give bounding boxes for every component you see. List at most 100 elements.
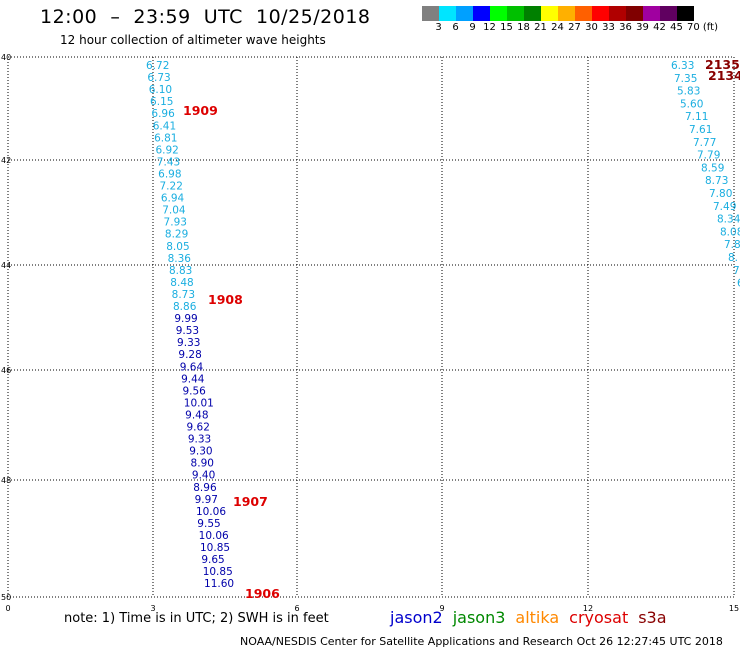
wave-height-value: 8.73 [705, 175, 728, 187]
legend-swatch [541, 6, 558, 21]
wave-height-value: 6.96 [151, 108, 175, 120]
wave-height-value: 7.79 [697, 150, 720, 162]
wave-height-value: 8.29 [165, 229, 188, 241]
wave-height-value: 9.44 [181, 373, 205, 385]
wave-height-value: 6.10 [149, 84, 172, 96]
longitude-label: 12 [583, 604, 593, 613]
legend-swatch [592, 6, 609, 21]
legend-swatch [524, 6, 541, 21]
legend-label: 39 [636, 22, 649, 33]
wave-height-value: 10.01 [184, 397, 214, 409]
wave-height-value: 7.43 [157, 156, 180, 168]
wave-height-value: 6.15 [150, 96, 173, 108]
latitude-label: 48 [1, 476, 11, 485]
wave-height-value: 9.55 [197, 518, 220, 530]
wave-height-value: 6.94 [161, 193, 185, 205]
latitude-label: 50 [1, 593, 11, 602]
legend-label: 12 [483, 22, 496, 33]
wave-height-value: 10.85 [203, 566, 233, 578]
wave-height-value: 8.08 [720, 226, 740, 238]
wave-height-value: 7.11 [685, 111, 708, 123]
wave-height-value: 7.80 [709, 188, 732, 200]
wave-height-value: 10.85 [200, 542, 230, 554]
wave-height-value: 9.62 [187, 422, 210, 434]
wave-height-value: 9.53 [176, 325, 199, 337]
satellite-track-1: 6.726.736.106.156.966.416.816.927.436.98… [146, 60, 234, 590]
latitude-label: 44 [1, 261, 11, 270]
satellite-legend-item: altika [515, 608, 560, 627]
legend-swatch [422, 6, 439, 21]
pass-time-label: 1909 [183, 103, 218, 118]
wave-height-value: 8.36 [168, 253, 192, 265]
map-title: 12:00 – 23:59 UTC 10/25/2018 [40, 6, 371, 28]
wave-height-value: 9.64 [180, 361, 204, 373]
wave-height-value: 8. [728, 252, 738, 264]
legend-swatch [558, 6, 575, 21]
legend-label: 9 [469, 22, 476, 33]
legend-label: 33 [602, 22, 615, 33]
longitude-label: 15 [729, 604, 739, 613]
wave-height-value: 8.90 [191, 458, 214, 470]
longitude-label: 3 [150, 604, 155, 613]
latitude-label: 46 [1, 366, 11, 375]
wave-height-value: 8.59 [701, 162, 724, 174]
satellite-track-2: 6.337.355.835.607.117.617.777.798.598.73… [671, 60, 740, 290]
legend-label: 45 [670, 22, 683, 33]
pass-time-label: 1906 [245, 586, 280, 601]
legend-swatch [575, 6, 592, 21]
axis-labels: 40 42 44 46 48 50 0 3 6 9 12 15 [1, 53, 739, 613]
pass-time-label: 1907 [233, 494, 268, 509]
pass-time-label: 2135 [705, 57, 740, 72]
legend-label: 21 [534, 22, 547, 33]
wave-height-value: 8.05 [166, 241, 189, 253]
wave-height-value: 8.48 [170, 277, 193, 289]
wave-height-value: 7.49 [713, 201, 736, 213]
wave-height-value: 7.04 [162, 205, 186, 217]
wave-height-value: 6.92 [155, 144, 178, 156]
wave-height-value: 7.8 [724, 239, 740, 251]
legend-label: 30 [585, 22, 598, 33]
wave-height-value: 9.97 [195, 494, 218, 506]
wave-height-value: 9.65 [201, 554, 224, 566]
wave-height-value: 9.33 [177, 337, 200, 349]
wave-height-value: 6.73 [147, 72, 170, 84]
legend-swatch [626, 6, 643, 21]
satellite-legend-item: jason3 [452, 608, 506, 627]
wave-height-value: 6.33 [671, 60, 694, 72]
wave-height-color-legend: 3 6 9 12 15 18 21 24 27 30 33 36 39 42 45 70 (ft) [422, 6, 718, 33]
legend-swatch [439, 6, 456, 21]
wave-height-value: 7.93 [164, 217, 187, 229]
wave-height-value: 8.86 [173, 301, 197, 313]
wave-height-value: 9.33 [188, 434, 211, 446]
longitude-label: 0 [5, 604, 10, 613]
legend-swatch [660, 6, 677, 21]
wave-height-value: 5.83 [677, 86, 700, 98]
legend-labels: 3 6 9 12 15 18 21 24 27 30 33 36 39 42 45 70 (ft) [422, 22, 740, 36]
wave-height-value: 5.60 [680, 98, 703, 110]
wave-height-value: 6.81 [154, 132, 177, 144]
wave-height-value: 9.48 [185, 409, 208, 421]
legend-swatch [473, 6, 490, 21]
wave-height-value: 8.96 [193, 482, 217, 494]
legend-label: 18 [517, 22, 530, 33]
legend-swatch [643, 6, 660, 21]
legend-label: 3 [435, 22, 442, 33]
legend-label: 42 [653, 22, 666, 33]
legend-label: 27 [568, 22, 581, 33]
wave-height-value: 9.99 [174, 313, 197, 325]
footer-note: note: 1) Time is in UTC; 2) SWH is in fe… [64, 611, 329, 626]
wave-height-value: 9.56 [182, 385, 206, 397]
wave-height-value: 10.06 [199, 530, 229, 542]
wave-height-value: 9.30 [189, 446, 212, 458]
credit-line: NOAA/NESDIS Center for Satellite Applica… [240, 635, 723, 648]
legend-swatch [507, 6, 524, 21]
wave-height-value: 6.72 [146, 60, 169, 72]
satellite-legend-item: s3a [638, 608, 667, 627]
latitude-label: 40 [1, 53, 11, 62]
satellite-legend: jason2 jason3 altika cryosat s3a [390, 608, 677, 627]
wave-height-value: 7.22 [160, 181, 183, 193]
wave-height-value: 6.41 [153, 120, 176, 132]
satellite-legend-item: cryosat [569, 608, 629, 627]
wave-height-value: 7. [733, 265, 740, 277]
